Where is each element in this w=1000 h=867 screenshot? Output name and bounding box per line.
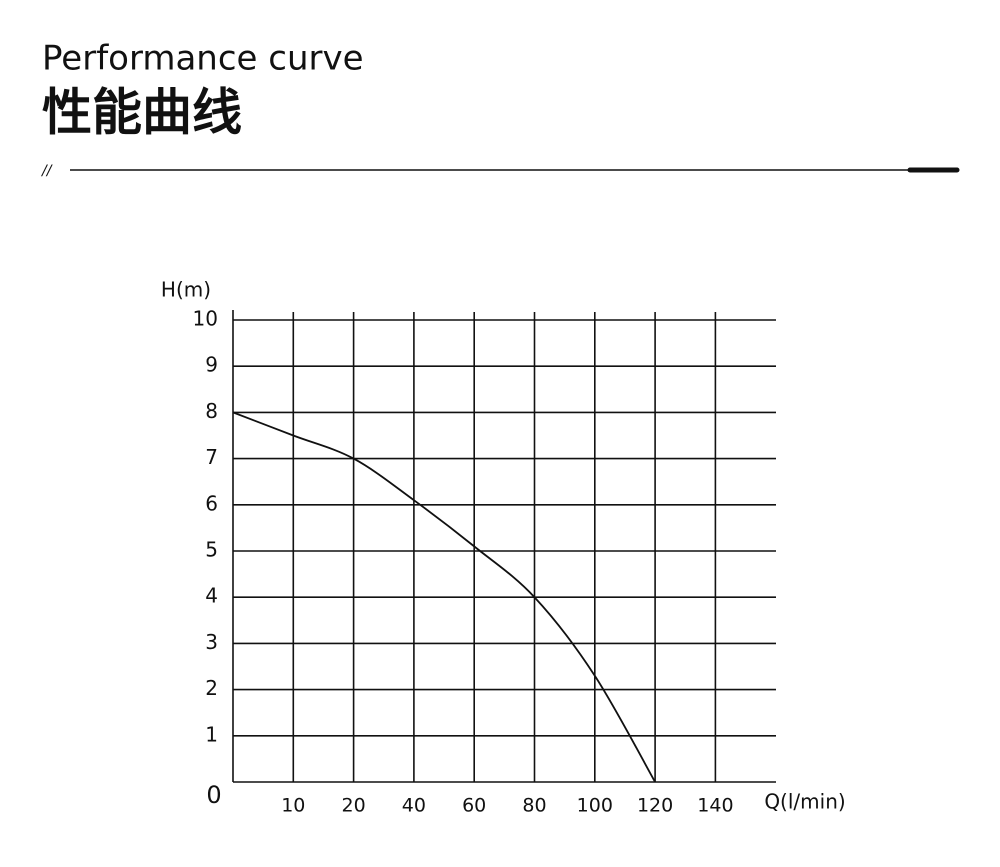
y-tick-label: 4 (205, 584, 218, 608)
title: Performance curve (42, 39, 364, 79)
y-tick-label: 9 (205, 353, 218, 377)
x-tick-label: 60 (462, 795, 486, 817)
performance-curve (232, 411, 656, 783)
y-tick-label: 6 (205, 491, 218, 515)
marker: // (40, 163, 53, 179)
y-tick-label: 3 (205, 630, 218, 654)
x-tick-label: 10 (281, 795, 305, 817)
x-axis-title: Q(l/min) (764, 790, 845, 814)
x-tick-label: 80 (522, 795, 546, 817)
subtitle: 性能曲线 (42, 84, 242, 142)
x-tick-label: 140 (697, 795, 733, 817)
y-tick-label: 7 (205, 445, 218, 469)
x-tick-label: 100 (577, 795, 613, 817)
x-tick-label: 120 (637, 795, 673, 817)
x-tick-label: 40 (402, 795, 426, 817)
y-tick-label: 8 (205, 399, 218, 423)
y-tick-label: 5 (205, 538, 218, 562)
origin-label: 0 (206, 781, 221, 809)
x-tick-label: 20 (342, 795, 366, 817)
y-tick-label: 1 (205, 722, 218, 746)
y-tick-label: 2 (205, 676, 218, 700)
y-axis-title: H(m) (161, 278, 211, 302)
y-tick-label: 10 (193, 307, 218, 331)
